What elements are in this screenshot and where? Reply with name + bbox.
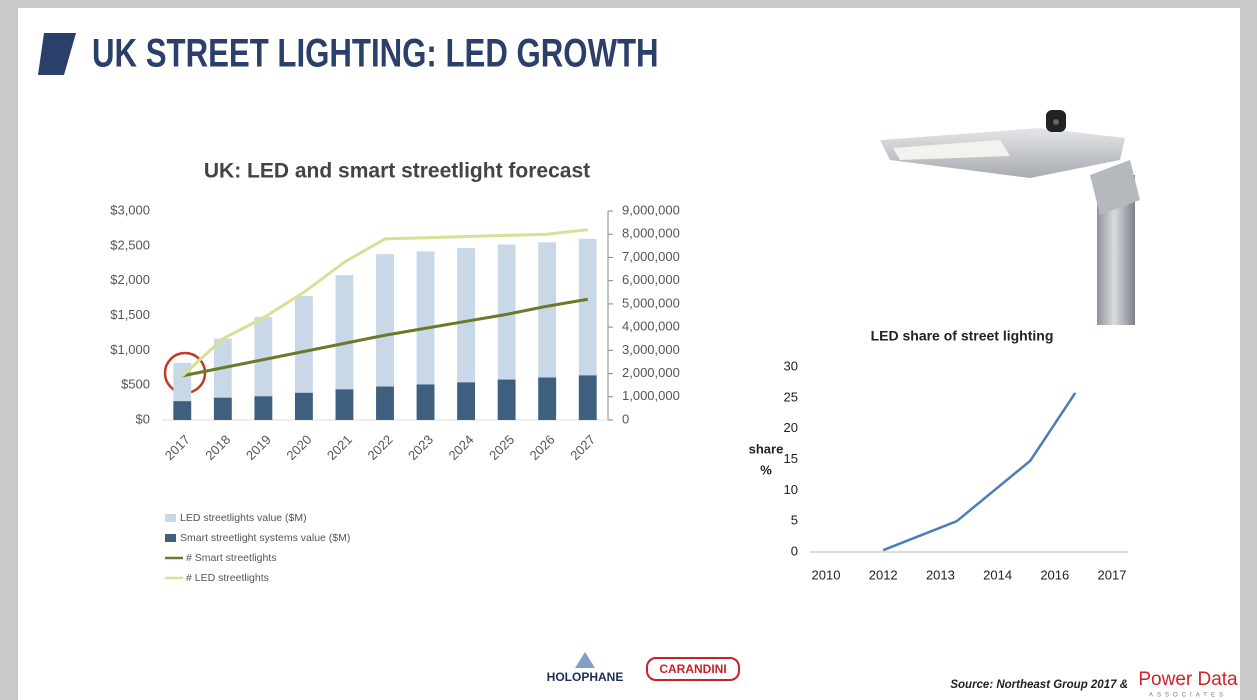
y-tick-label: $0 <box>136 411 150 426</box>
page: UK STREET LIGHTING: LED GROWTH HOLOPHANE… <box>0 0 1257 700</box>
y2-tick-label: 2,000,000 <box>622 365 680 380</box>
y-tick-label: $2,500 <box>110 237 150 252</box>
bar <box>254 396 272 420</box>
source-note: Source: Northeast Group 2017 & <box>950 679 1128 691</box>
y-axis-label: % <box>760 462 772 477</box>
bar <box>457 382 475 420</box>
bar <box>376 387 394 420</box>
y-tick-label: 5 <box>791 513 798 528</box>
y2-tick-label: 9,000,000 <box>622 202 680 217</box>
y-tick-label: 15 <box>784 451 798 466</box>
x-tick-label: 2010 <box>812 567 841 582</box>
y-tick-label: 25 <box>784 389 798 404</box>
y2-tick-label: 8,000,000 <box>622 226 680 241</box>
y-axis-label: share <box>749 441 784 456</box>
y-tick-label: 30 <box>784 358 798 373</box>
bar <box>336 389 354 420</box>
bar <box>498 380 516 420</box>
y2-tick-label: 5,000,000 <box>622 295 680 310</box>
legend-swatch <box>165 534 176 542</box>
bar <box>214 398 232 420</box>
y-tick-label: $1,000 <box>110 342 150 357</box>
logo-text: CARANDINI <box>659 662 726 676</box>
x-tick-label: 2012 <box>869 567 898 582</box>
y2-tick-label: 3,000,000 <box>622 342 680 357</box>
bar <box>417 384 435 420</box>
bar <box>538 378 556 420</box>
y2-tick-label: 0 <box>622 411 629 426</box>
carandini-logo: CARANDINI <box>647 658 739 680</box>
bar <box>173 401 191 420</box>
x-tick-label: 2016 <box>1040 567 1069 582</box>
legend-label: # LED streetlights <box>186 572 269 584</box>
bar <box>295 393 313 420</box>
y-tick-label: 10 <box>784 482 798 497</box>
y2-tick-label: 7,000,000 <box>622 249 680 264</box>
y-tick-label: $1,500 <box>110 307 150 322</box>
slide-title: UK STREET LIGHTING: LED GROWTH <box>92 31 659 76</box>
chart-title: LED share of street lighting <box>871 328 1054 344</box>
y-tick-label: $500 <box>121 377 150 392</box>
x-tick-label: 2014 <box>983 567 1012 582</box>
chart-title: UK: LED and smart streetlight forecast <box>204 160 590 183</box>
x-tick-label: 2017 <box>1098 567 1127 582</box>
y-tick-label: $3,000 <box>110 202 150 217</box>
legend-label: # Smart streetlights <box>186 552 276 564</box>
logo-text: HOLOPHANE <box>547 670 624 684</box>
y2-tick-label: 1,000,000 <box>622 388 680 403</box>
bar <box>579 375 597 420</box>
legend-label: Smart streetlight systems value ($M) <box>180 532 350 544</box>
y2-tick-label: 4,000,000 <box>622 319 680 334</box>
y-tick-label: $2,000 <box>110 272 150 287</box>
y-tick-label: 0 <box>791 543 798 558</box>
slide: UK STREET LIGHTING: LED GROWTH HOLOPHANE… <box>0 0 1257 700</box>
y-tick-label: 20 <box>784 420 798 435</box>
legend-swatch <box>165 514 176 522</box>
legend-label: LED streetlights value ($M) <box>180 512 307 524</box>
y2-tick-label: 6,000,000 <box>622 272 680 287</box>
power-data-tagline: ASSOCIATES <box>1149 693 1227 699</box>
power-data-name: Power Data <box>1138 669 1238 690</box>
x-tick-label: 2013 <box>926 567 955 582</box>
